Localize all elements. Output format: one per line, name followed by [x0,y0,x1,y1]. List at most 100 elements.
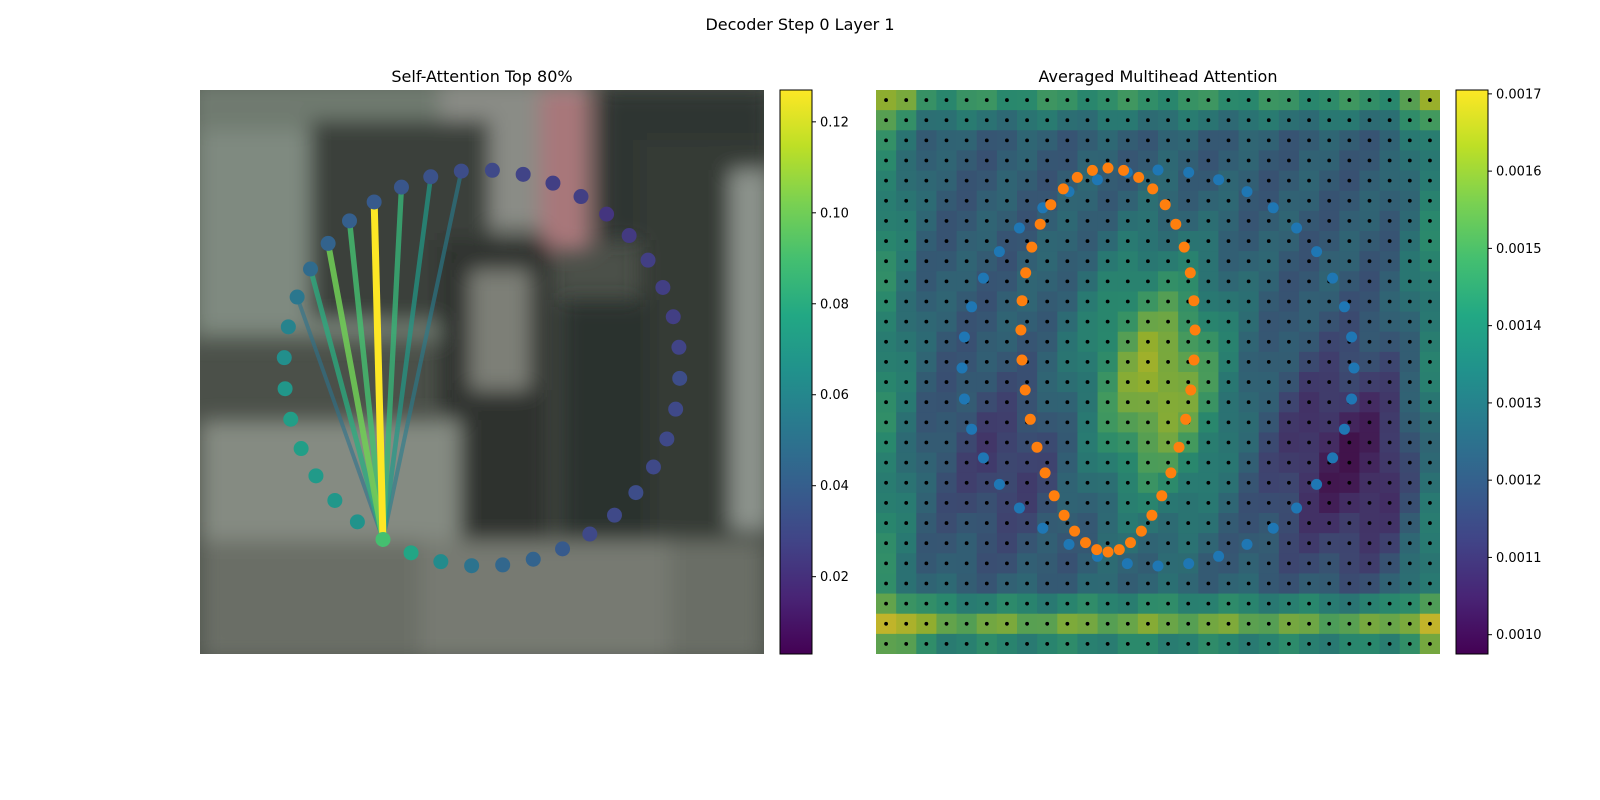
blue-ring-point [1311,478,1323,490]
reference-dot [984,621,989,626]
reference-dot [1045,98,1050,102]
reference-dot [1206,339,1211,344]
reference-dot [1387,501,1392,505]
reference-dot [1045,219,1050,223]
reference-dot [1025,138,1029,143]
reference-dot [1125,138,1130,143]
reference-dot [1186,380,1191,384]
reference-dot [1367,360,1372,364]
reference-dot [1246,501,1251,505]
reference-dot [1125,601,1130,606]
ring-point [276,350,292,366]
reference-dot [944,319,949,324]
reference-dot [984,299,989,304]
reference-dot [1105,360,1110,364]
reference-dot [924,239,929,243]
reference-dot [1246,642,1251,646]
reference-dot [1125,339,1130,344]
reference-dot [1387,420,1392,425]
reference-dot [1226,178,1231,183]
ring-point [342,213,358,229]
reference-dot [904,319,909,324]
reference-dot [1045,360,1050,364]
reference-dot [944,480,949,485]
reference-dot [1186,239,1191,243]
reference-dot [1105,178,1110,183]
reference-dot [964,501,969,505]
reference-dot [904,642,909,646]
reference-dot [1287,440,1291,445]
reference-dot [1146,360,1150,364]
reference-dot [904,259,909,264]
attention-link [380,186,405,540]
reference-dot [1367,400,1372,405]
reference-dot [904,561,909,566]
reference-dot [1307,219,1311,223]
reference-dot [1407,279,1412,284]
reference-dot [1307,621,1311,626]
reference-dot [1246,178,1251,183]
ring-point [349,514,365,530]
reference-dot [1105,339,1110,344]
reference-dot [1025,521,1029,525]
ring-point [423,169,439,185]
reference-dot [1287,138,1291,143]
ring-point [582,526,598,542]
reference-dot [904,601,909,606]
reference-dot [1327,601,1332,606]
reference-dot [904,501,909,505]
reference-dot [884,642,888,646]
reference-dot [1428,501,1432,505]
blue-ring-point [977,452,989,464]
reference-dot [1407,259,1412,264]
reference-dot [944,239,949,243]
reference-dot [1125,219,1130,223]
reference-dot [1367,219,1372,223]
ring-point [628,485,644,501]
colorbar-tick-label: 0.0013 [1496,396,1542,411]
reference-dot [1428,601,1432,606]
reference-dot [964,138,969,143]
colorbar-self-attention: 0.02 0.04 0.06 0.08 0.10 0.12 [779,89,849,655]
reference-dot [1307,339,1311,344]
reference-dot [944,178,949,183]
figure-suptitle: Decoder Step 0 Layer 1 [705,15,894,34]
ring-point [464,558,480,574]
reference-dot [1206,541,1211,546]
reference-dot [1387,198,1392,203]
reference-dot [984,360,989,364]
reference-dot [1005,158,1009,163]
colorbar-tick-label: 0.0015 [1496,242,1542,257]
reference-dot [1407,219,1412,223]
reference-dot [984,380,989,384]
reference-dot [904,219,909,223]
reference-dot [1307,319,1311,324]
reference-dot [1065,259,1070,264]
orange-loop-point [1048,490,1060,502]
reference-dot [1226,621,1231,626]
reference-dot [1246,360,1251,364]
blue-ring-point [1121,558,1133,570]
reference-dot [1327,239,1332,243]
orange-loop-point [1147,183,1159,195]
reference-dot [1428,279,1432,284]
reference-dot [984,581,989,586]
orange-loop-point [1031,441,1043,453]
reference-dot [1266,98,1271,102]
reference-dot [1307,279,1311,284]
reference-dot [1307,460,1311,465]
reference-dot [1428,642,1432,646]
reference-dot [1025,541,1029,546]
reference-dot [904,420,909,425]
blue-ring-point [1213,550,1225,562]
reference-dot [1125,360,1130,364]
reference-dot [1287,158,1291,163]
reference-dot [1085,521,1090,525]
reference-dot [984,501,989,505]
reference-dot [1186,158,1191,163]
reference-dot [1307,501,1311,505]
attention-links [295,170,464,541]
ring-point [671,339,687,355]
reference-dot [1146,541,1150,546]
reference-dot [1166,400,1170,405]
